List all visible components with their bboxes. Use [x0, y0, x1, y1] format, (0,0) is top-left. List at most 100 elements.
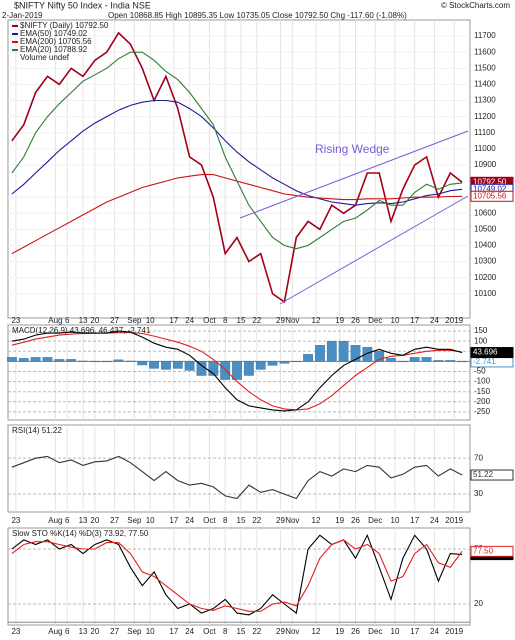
x-tick-label: 24	[185, 627, 194, 636]
x-tick-label: Sep	[127, 316, 142, 325]
x-tick-label: 10	[391, 516, 400, 525]
histogram-bar	[30, 357, 41, 362]
x-tick-label: 17	[410, 316, 419, 325]
histogram-bar	[196, 361, 207, 376]
x-tick-label: 23	[11, 316, 20, 325]
histogram-bar	[113, 359, 124, 362]
y-tick-label: 10900	[474, 160, 497, 169]
series-line	[11, 330, 463, 412]
series-line	[11, 51, 463, 250]
x-tick-label: Dec	[368, 516, 382, 525]
x-tick-label: Sep	[127, 627, 142, 636]
x-tick-label: 27	[110, 627, 119, 636]
x-tick-label: 17	[169, 316, 178, 325]
y-tick-label: 30	[474, 489, 483, 498]
x-tick-label: 22	[252, 316, 261, 325]
legend-entry: EMA(20) 10788.92	[20, 45, 88, 54]
end-label-box	[470, 469, 514, 481]
x-tick-label: Aug	[48, 316, 62, 325]
histogram-bar	[267, 361, 278, 366]
x-tick-label: 2019	[445, 316, 463, 325]
histogram-bar	[338, 341, 349, 362]
histogram-bar	[66, 359, 77, 362]
y-tick-label: 10500	[474, 225, 497, 234]
x-tick-label: Oct	[203, 627, 216, 636]
x-tick-label: 24	[185, 316, 194, 325]
x-tick-label: 6	[65, 627, 70, 636]
x-tick-label: 12	[312, 627, 321, 636]
histogram-bar	[421, 357, 432, 362]
y-tick-label: 70	[474, 453, 483, 462]
x-tick-label: 6	[65, 316, 70, 325]
series-line	[11, 533, 463, 616]
x-tick-label: 17	[410, 516, 419, 525]
x-tick-label: 10	[146, 627, 155, 636]
end-label: 43.696	[473, 348, 498, 357]
end-label: 10792.50	[473, 177, 507, 186]
y-tick-label: -200	[474, 397, 491, 406]
end-label-box	[470, 347, 514, 359]
histogram-bar	[255, 361, 266, 370]
legend-entry: $NIFTY (Daily) 10792.50	[20, 21, 109, 30]
histogram-bar	[42, 357, 53, 362]
end-label: 77.50	[473, 546, 494, 555]
x-tick-label: 22	[252, 516, 261, 525]
y-tick-label: 11600	[474, 47, 496, 56]
histogram-bar	[433, 360, 444, 362]
panel-frame	[7, 424, 471, 513]
site-credit: © StockCharts.com	[441, 1, 510, 10]
x-tick-label: 15	[237, 516, 246, 525]
x-tick-label: 23	[11, 627, 20, 636]
histogram-bar	[362, 347, 373, 362]
wedge-upper	[239, 130, 469, 219]
x-tick-label: 29	[276, 516, 285, 525]
legend-entry: EMA(200) 10705.56	[20, 37, 92, 46]
histogram-bar	[101, 361, 112, 363]
x-tick-label: 24	[430, 516, 439, 525]
histogram-bar	[184, 361, 195, 371]
y-tick-label: 10300	[474, 257, 497, 266]
x-tick-label: Nov	[285, 516, 299, 525]
x-tick-label: 15	[237, 316, 246, 325]
histogram-bar	[172, 361, 183, 369]
x-tick-label: Aug	[48, 516, 62, 525]
x-tick-label: 26	[351, 627, 360, 636]
histogram-bar	[125, 360, 136, 362]
histogram-bar	[350, 345, 361, 362]
histogram-bar	[457, 361, 467, 363]
series-line	[11, 539, 463, 612]
x-tick-label: 10	[146, 516, 155, 525]
wedge-lower	[279, 195, 469, 305]
histogram-bar	[409, 357, 420, 362]
x-tick-label: 12	[312, 516, 321, 525]
panel-frame	[7, 19, 471, 319]
x-tick-label: 20	[90, 627, 99, 636]
histogram-bar	[397, 361, 408, 363]
y-tick-label: 20	[474, 599, 483, 608]
x-tick-label: Oct	[203, 516, 216, 525]
y-tick-label: 11700	[474, 31, 496, 40]
x-tick-label: 20	[90, 316, 99, 325]
panel-title: Slow STO %K(14) %D(3) 73.92, 77.50	[12, 529, 149, 538]
x-tick-label: Sep	[127, 516, 142, 525]
annotation: Rising Wedge	[315, 142, 390, 156]
x-tick-label: Aug	[48, 627, 62, 636]
x-tick-label: 27	[110, 516, 119, 525]
y-tick-label: 11500	[474, 63, 496, 72]
histogram-bar	[161, 361, 171, 370]
x-tick-label: 12	[312, 316, 321, 325]
x-tick-label: 2019	[445, 627, 463, 636]
x-tick-label: 19	[335, 516, 344, 525]
y-tick-label: 10600	[474, 208, 497, 217]
x-tick-label: 8	[223, 316, 228, 325]
x-tick-label: 8	[223, 516, 228, 525]
x-tick-label: 24	[430, 316, 439, 325]
x-tick-label: 6	[65, 516, 70, 525]
panel-title: RSI(14) 51.22	[12, 426, 62, 435]
plots: 1010010200103001040010500106001070010900…	[7, 19, 514, 636]
y-tick-label: -150	[474, 387, 491, 396]
legend-entry: EMA(50) 10749.02	[20, 29, 88, 38]
histogram-bar	[89, 361, 100, 363]
